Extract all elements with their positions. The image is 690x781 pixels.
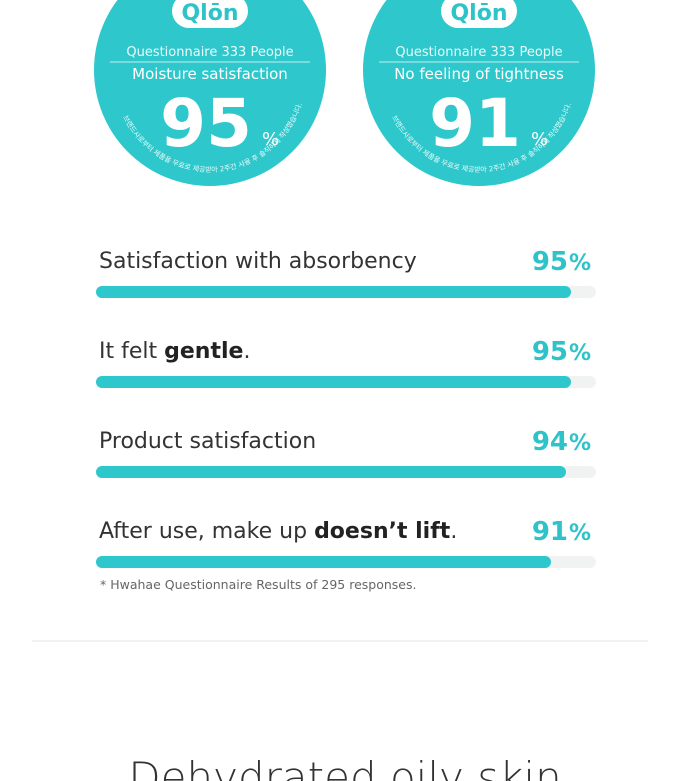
bar [96,286,571,298]
bar-unit: % [569,431,591,456]
bar-label: After use, make up doesn’t lift. [99,519,457,544]
logo-pill [172,0,248,28]
badge: Qlōn Questionnaire 333 People Moisture sat… [94,0,326,186]
logo: Qlōn [181,1,238,26]
badge-subtitle: Moisture satisfaction [132,65,288,83]
bar-label-part: Product satisfaction [99,429,316,454]
badge-subtitle: No feeling of tightness [394,65,564,83]
badge: Qlōn Questionnaire 333 People No feeling o… [363,0,595,186]
badge-circle [94,0,326,186]
bar-label-part: . [450,519,457,544]
badge-value: 95 [160,85,252,162]
badge-unit: % [262,129,279,150]
badge-circle [363,0,595,186]
logo-pill [441,0,517,28]
bar-value: 95 [532,337,568,367]
bar-label: Satisfaction with absorbency [99,249,417,274]
bar-label-part: . [243,339,250,364]
bar-value: 95 [532,247,568,277]
bar-label: Product satisfaction [99,429,316,454]
bar-unit: % [569,341,591,366]
bar-unit: % [569,251,591,276]
section-heading: Dehydrated oily skin [128,753,561,781]
footnote: * Hwahae Questionnaire Results of 295 re… [100,577,416,592]
badge-unit: % [531,129,548,150]
bar-label-part: It felt [99,339,164,364]
bar [96,376,571,388]
bar-label-part: Satisfaction with absorbency [99,249,417,274]
bar [96,466,566,478]
bar-label-part: doesn’t lift [314,519,451,544]
bar-label-part: After use, make up [99,519,314,544]
bar-unit: % [569,521,591,546]
badge-caption: Questionnaire 333 People [395,45,562,60]
logo: Qlōn [450,1,507,26]
badge-caption: Questionnaire 333 People [126,45,293,60]
bar-label-part: gentle [164,339,243,364]
bar [96,556,551,568]
bar-label: It felt gentle. [99,339,250,364]
bar-value: 91 [532,517,568,547]
badge-value: 91 [429,85,521,162]
bar-value: 94 [532,427,568,457]
